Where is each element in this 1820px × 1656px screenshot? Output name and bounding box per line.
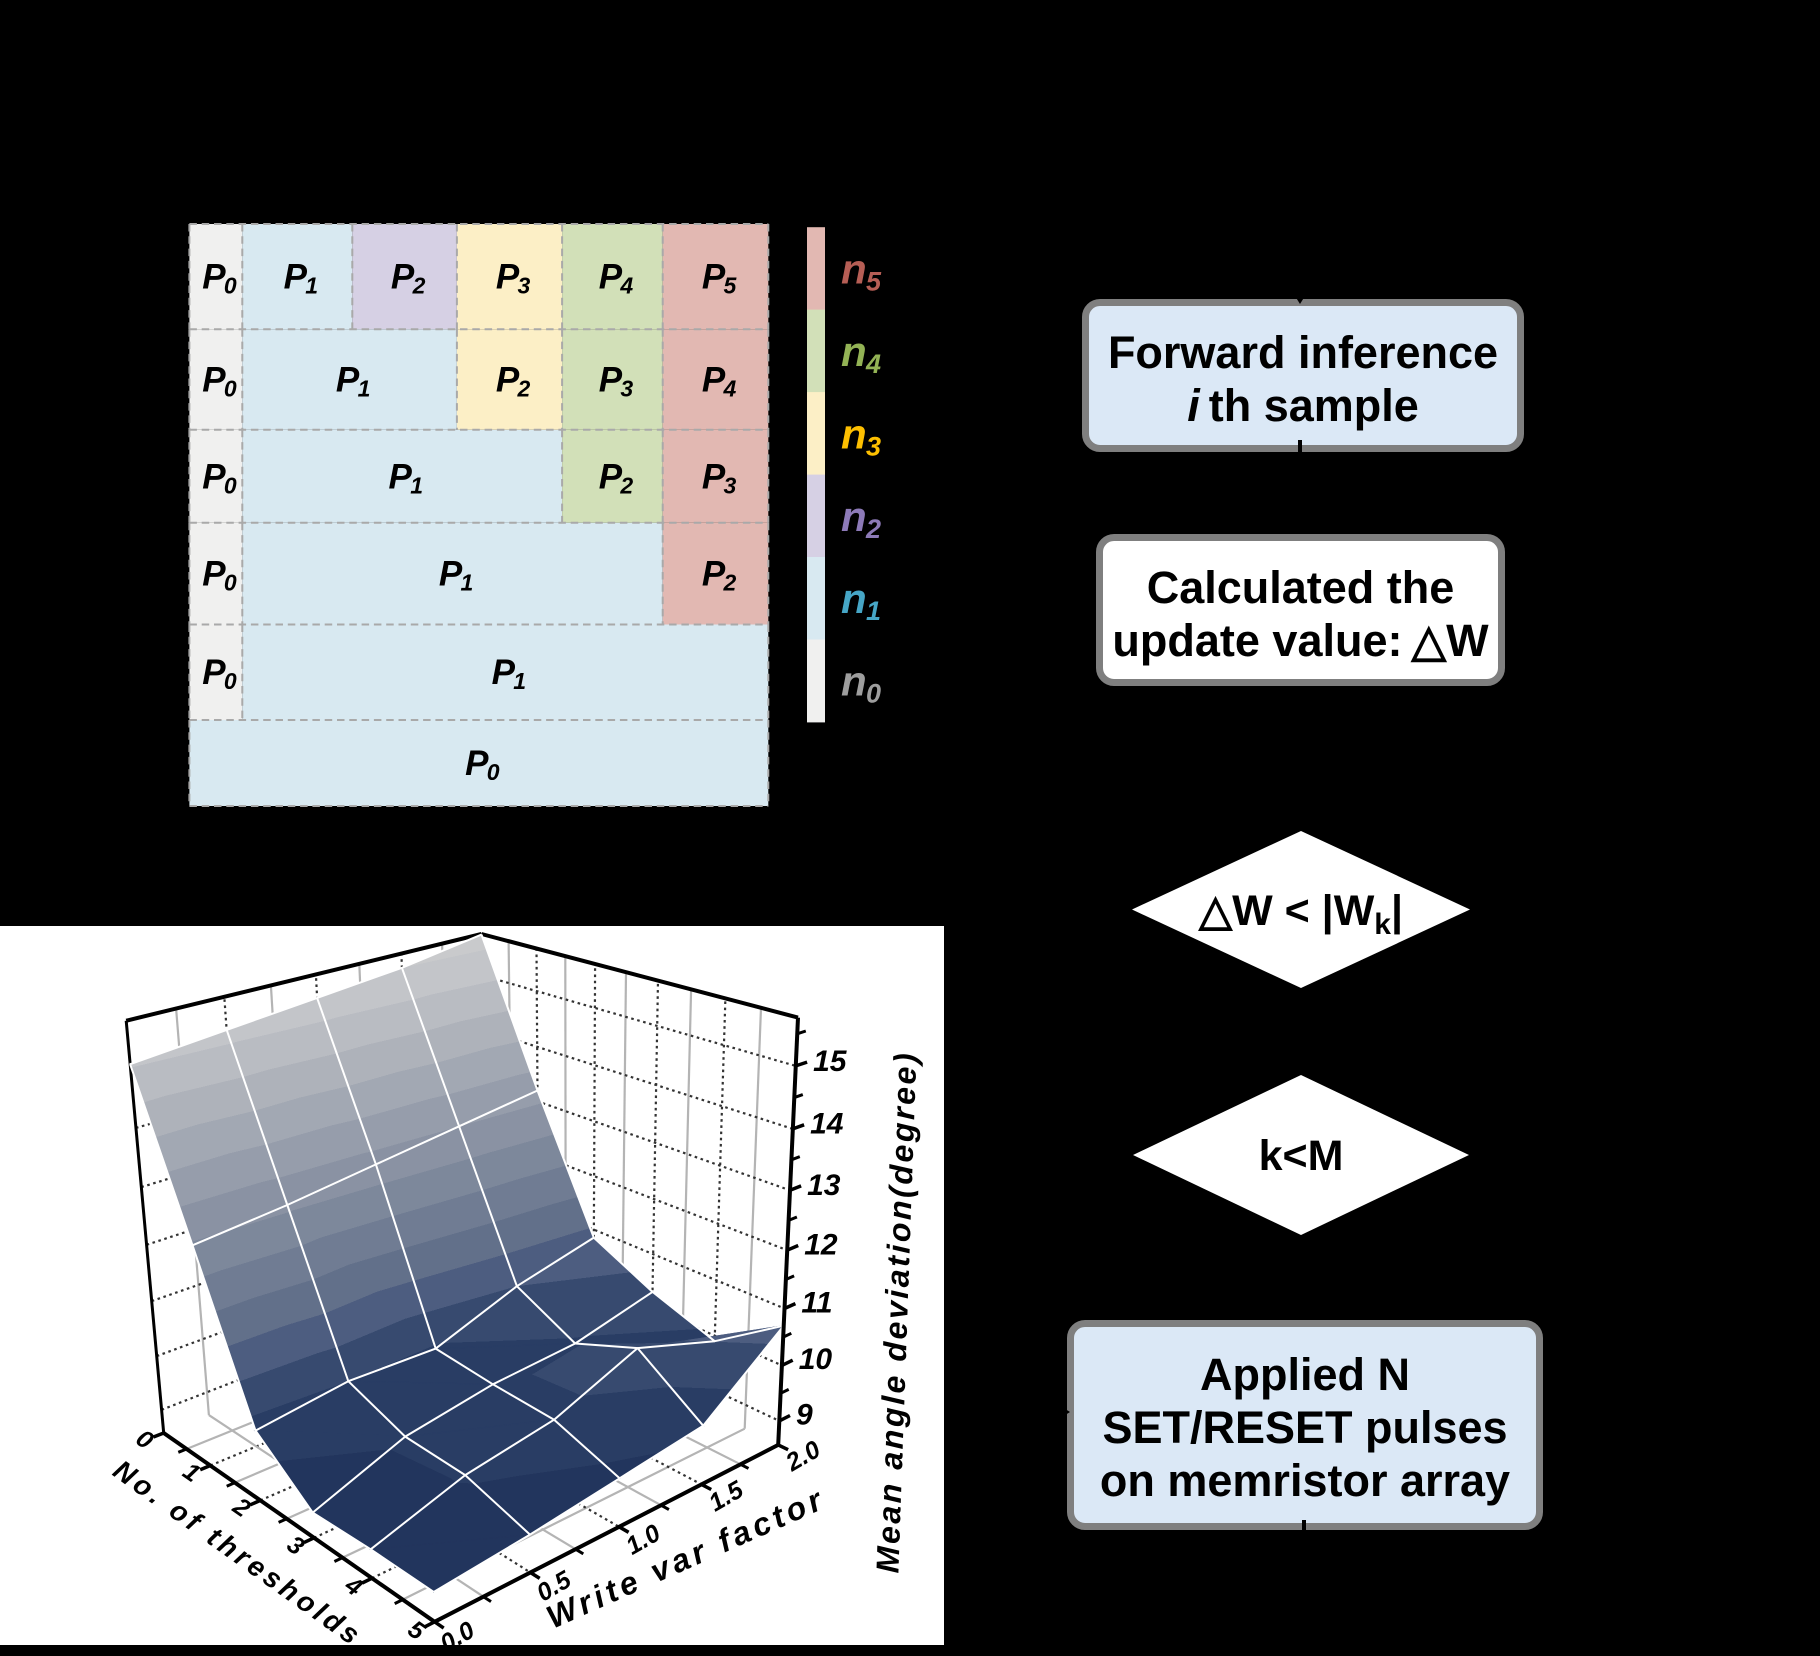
svg-text:P: P	[465, 744, 489, 783]
svg-text:9: 9	[796, 1398, 813, 1431]
svg-text:P: P	[496, 361, 520, 400]
svg-text:P: P	[599, 361, 623, 400]
svg-text:15: 15	[813, 1045, 848, 1078]
svg-text:0: 0	[224, 668, 237, 694]
svg-text:11: 11	[801, 1287, 832, 1320]
svg-text:P: P	[492, 653, 516, 692]
svg-text:P: P	[599, 258, 623, 297]
svg-text:P: P	[336, 361, 360, 400]
svg-text:P: P	[202, 457, 226, 496]
svg-text:0: 0	[224, 472, 237, 498]
svg-text:10: 10	[799, 1343, 833, 1376]
svg-text:P: P	[599, 457, 623, 496]
svg-text:P: P	[496, 258, 520, 297]
svg-text:P: P	[702, 555, 726, 594]
svg-text:P: P	[202, 555, 226, 594]
svg-text:2: 2	[619, 472, 633, 498]
svg-text:12: 12	[804, 1228, 838, 1261]
svg-text:P: P	[702, 361, 726, 400]
svg-text:P: P	[202, 361, 226, 400]
svg-text:4: 4	[865, 349, 881, 379]
svg-text:P: P	[702, 258, 726, 297]
svg-text:n: n	[841, 493, 867, 540]
svg-text:2: 2	[865, 514, 881, 544]
svg-text:P: P	[202, 258, 226, 297]
svg-text:1: 1	[461, 570, 474, 596]
svg-text:P: P	[389, 457, 413, 496]
svg-text:14: 14	[810, 1108, 844, 1141]
svg-text:3: 3	[620, 376, 633, 402]
svg-text:P: P	[284, 258, 308, 297]
svg-text:n: n	[841, 328, 867, 375]
svg-text:5: 5	[866, 266, 882, 296]
svg-text:0: 0	[224, 376, 237, 402]
svg-text:0: 0	[224, 273, 237, 299]
svg-text:P: P	[202, 653, 226, 692]
svg-text:4: 4	[723, 376, 737, 402]
svg-text:0: 0	[487, 759, 500, 785]
svg-text:3: 3	[724, 472, 737, 498]
svg-text:4: 4	[619, 273, 633, 299]
svg-text:3: 3	[518, 273, 531, 299]
svg-text:0: 0	[866, 679, 881, 709]
svg-text:13: 13	[807, 1169, 841, 1202]
svg-text:2: 2	[517, 376, 531, 402]
svg-text:P: P	[702, 457, 726, 496]
svg-text:5: 5	[724, 273, 738, 299]
svg-text:P: P	[439, 555, 463, 594]
svg-text:2: 2	[723, 570, 737, 596]
svg-text:1: 1	[358, 376, 371, 402]
svg-text:n: n	[841, 410, 867, 457]
svg-text:n: n	[841, 245, 867, 292]
svg-text:1: 1	[513, 668, 526, 694]
svg-text:P: P	[391, 258, 415, 297]
svg-text:1: 1	[866, 596, 881, 626]
svg-text:1: 1	[305, 273, 318, 299]
svg-text:n: n	[841, 575, 867, 622]
svg-text:n: n	[841, 658, 867, 705]
svg-text:k<M: k<M	[1259, 1132, 1344, 1180]
svg-text:△W < |Wk|: △W < |Wk|	[1198, 887, 1403, 941]
svg-text:0: 0	[224, 570, 237, 596]
svg-text:3: 3	[866, 431, 881, 461]
svg-text:2: 2	[412, 273, 426, 299]
svg-text:1: 1	[410, 472, 423, 498]
